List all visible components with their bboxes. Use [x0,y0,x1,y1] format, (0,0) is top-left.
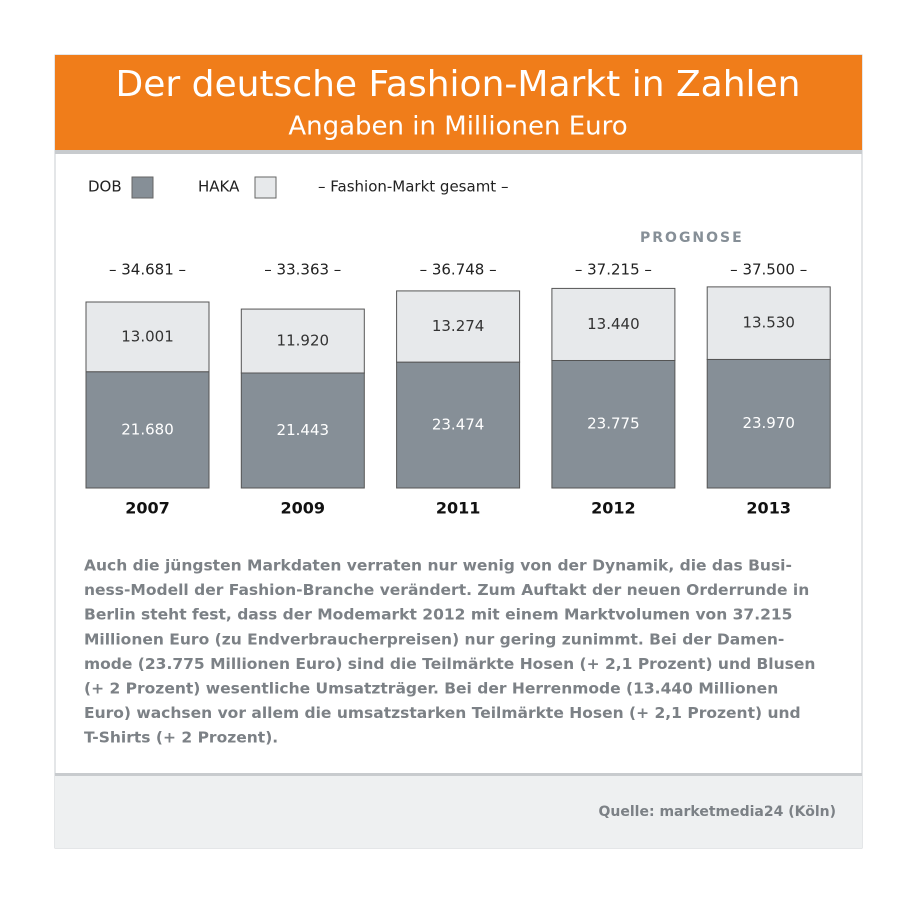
x-tick-label: 2009 [281,499,326,518]
bar-segment [551,287,676,361]
header-rule [55,150,862,154]
x-tick-label: 2007 [125,499,170,518]
total-label: – 36.748 – [420,261,497,279]
body-text: Millionen Euro (zu Endverbraucherpreisen… [84,630,784,648]
total-label: – 33.363 – [264,261,341,279]
body-text: T-Shirts (+ 2 Prozent). [84,729,278,747]
chart-subtitle: Angaben in Millionen Euro [288,112,627,142]
legend-swatch [131,176,154,199]
value-label: 13.274 [432,317,485,335]
x-tick-label: 2012 [591,499,636,518]
bar-segment [240,308,365,374]
header [55,55,862,150]
body-text: ness-Modell der Fashion-Branche veränder… [84,581,809,599]
annotation: PROGNOSE [640,230,744,246]
bar-segment [85,371,210,489]
footer [55,775,862,848]
x-tick-label: 2013 [746,499,791,518]
total-label: – 34.681 – [109,261,186,279]
source: Quelle: marketmedia24 (Köln) [599,804,836,820]
value-label: 21.680 [121,420,174,438]
value-label: 13.440 [587,315,640,333]
bar-segment [85,301,210,373]
bar-segment [706,286,831,360]
body-text: mode (23.775 Millionen Euro) sind die Te… [84,655,815,673]
bar-segment [706,358,831,489]
legend-swatch [254,176,277,199]
value-label: 23.775 [587,415,640,433]
body-text: (+ 2 Prozent) wesentliche Umsatzträger. … [84,680,778,698]
body-text: Auch die jüngsten Markdaten verraten nur… [84,557,792,575]
footer-rule [55,773,862,776]
legend-label: HAKA [198,178,240,196]
x-tick-label: 2011 [436,499,481,518]
legend-label: DOB [88,178,122,196]
total-label: – 37.500 – [730,261,807,279]
value-label: 23.970 [742,414,795,432]
bar-segment [551,359,676,489]
value-label: 11.920 [277,332,330,350]
value-label: 23.474 [432,416,485,434]
legend-total: – Fashion-Markt gesamt – [318,178,508,196]
value-label: 13.530 [742,314,795,332]
body-text: Euro) wachsen vor allem die umsatzstarke… [84,704,801,722]
bar-segment [396,361,521,489]
value-label: 13.001 [121,327,174,345]
total-label: – 37.215 – [575,261,652,279]
value-label: 21.443 [277,421,330,439]
body-text: Berlin steht fest, dass der Modemarkt 20… [84,606,792,624]
chart-title: Der deutsche Fashion-Markt in Zahlen [116,64,801,105]
bar-segment [396,290,521,363]
